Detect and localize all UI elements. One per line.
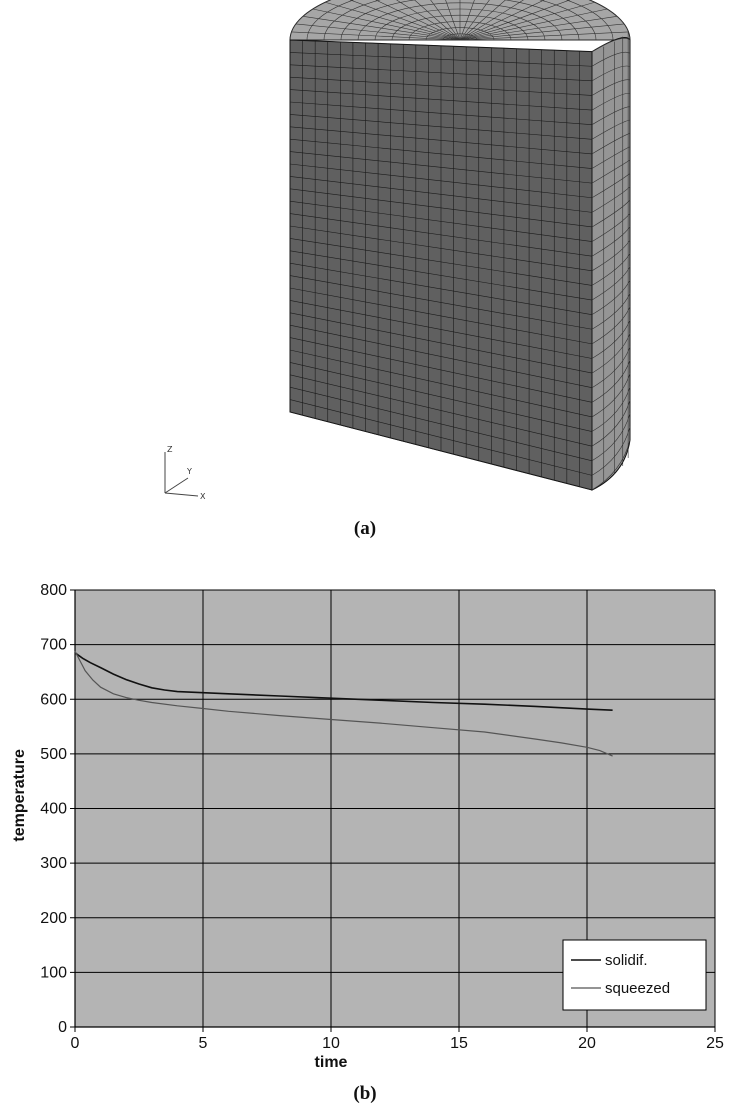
y-tick-label: 0 — [58, 1019, 67, 1036]
series-line-solidif — [74, 652, 613, 711]
x-tick-label: 5 — [199, 1035, 208, 1052]
x-tick-label: 15 — [450, 1035, 468, 1052]
triad-x-axis — [164, 492, 199, 497]
x-axis-ticks: 0 5 10 15 20 25 — [71, 1027, 724, 1052]
temperature-chart: 0 5 10 15 20 25 0 100 200 300 400 500 600 700 800 tim… — [11, 582, 724, 1071]
figure-a-caption: (a) — [353, 518, 377, 539]
x-tick-label: 20 — [578, 1035, 596, 1052]
y-tick-label: 300 — [40, 855, 67, 872]
mesh-side-face — [591, 37, 631, 491]
x-tick-label: 0 — [71, 1035, 80, 1052]
y-tick-label: 800 — [40, 582, 67, 599]
mesh-top-grid — [289, 0, 631, 41]
y-tick-label: 200 — [40, 910, 67, 927]
y-tick-label: 700 — [40, 637, 67, 654]
legend: solidif. squeezed — [562, 939, 707, 1011]
x-tick-label: 10 — [322, 1035, 340, 1052]
triad-y-axis — [164, 477, 189, 494]
y-axis-ticks: 0 100 200 300 400 500 600 700 800 — [40, 582, 75, 1036]
legend-label-solidif: solidif. — [605, 952, 648, 969]
x-tick-label: 25 — [706, 1035, 724, 1052]
x-axis-title: time — [315, 1054, 348, 1071]
axis-triad: Z Y X — [164, 445, 206, 500]
series-line-squeezed — [74, 650, 613, 757]
legend-box — [562, 939, 707, 1011]
mesh-front-grid — [289, 39, 593, 491]
mesh-figure: Z Y X — [164, 0, 631, 500]
y-tick-label: 400 — [40, 801, 67, 818]
triad-y-label: Y — [186, 467, 192, 476]
y-axis-title: temperature — [11, 749, 28, 842]
figure-b-caption: (b) — [353, 1083, 377, 1104]
series-layer — [74, 650, 613, 757]
triad-x-label: X — [200, 492, 206, 500]
half-cylinder-mesh — [289, 0, 631, 491]
y-tick-label: 100 — [40, 964, 67, 981]
triad-z-label: Z — [167, 445, 173, 454]
y-tick-label: 600 — [40, 691, 67, 708]
mesh-side-grid — [591, 31, 631, 491]
legend-label-squeezed: squeezed — [605, 980, 670, 997]
y-tick-label: 500 — [40, 746, 67, 763]
